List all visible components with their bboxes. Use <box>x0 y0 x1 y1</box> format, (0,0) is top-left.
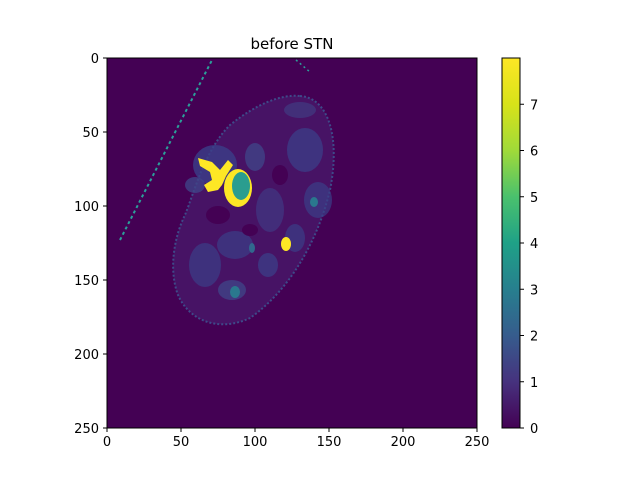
y-tick-label: 150 <box>74 274 99 289</box>
plot-title: before STN <box>251 35 334 53</box>
cavity-1 <box>206 206 230 224</box>
edge-artifact-line <box>119 59 213 241</box>
organ-spot-1 <box>230 286 240 298</box>
tissue-region-3 <box>287 128 323 172</box>
y-tick-label: 200 <box>74 348 99 363</box>
colorbar-gradient <box>501 57 521 429</box>
x-tick-label: 50 <box>173 435 190 450</box>
image-frame <box>106 57 478 429</box>
colorbar-tick-label: 1 <box>530 376 538 391</box>
cavity-2 <box>242 224 258 236</box>
y-tick-label: 250 <box>74 422 99 437</box>
colorbar-tick-label: 3 <box>530 283 538 298</box>
colorbar-tick-label: 5 <box>530 191 538 206</box>
scan-image <box>107 58 477 428</box>
tissue-region-11 <box>185 177 205 193</box>
tissue-region-12 <box>284 102 316 118</box>
organ-spot-2 <box>310 197 318 207</box>
x-axis: 0 50 100 150 200 250 <box>103 428 490 450</box>
colorbar-tick-label: 2 <box>530 330 538 345</box>
x-tick-label: 100 <box>243 435 268 450</box>
bright-structure-left <box>198 158 233 192</box>
colorbar-tick-label: 6 <box>530 145 538 160</box>
x-tick-label: 150 <box>317 435 342 450</box>
y-tick-label: 100 <box>74 200 99 215</box>
x-tick-label: 200 <box>391 435 416 450</box>
tissue-region-9 <box>258 253 278 277</box>
y-tick-label: 50 <box>82 126 99 141</box>
x-tick-label: 0 <box>103 435 111 450</box>
y-axis: 0 50 100 150 200 250 <box>74 52 107 437</box>
y-tick-label: 0 <box>91 52 99 67</box>
edge-artifact-line-top-right <box>295 59 311 73</box>
x-tick-label: 250 <box>465 435 490 450</box>
tissue-region-2 <box>245 143 265 171</box>
colorbar-tick-label: 0 <box>530 422 538 437</box>
colorbar-tick-label: 4 <box>530 237 538 252</box>
tissue-region-6 <box>217 231 253 259</box>
tissue-region-4 <box>304 182 332 218</box>
bright-structure-right <box>281 237 291 251</box>
cavity-3 <box>272 165 288 185</box>
tissue-region-7 <box>189 243 221 287</box>
tissue-region-5 <box>256 188 284 232</box>
colorbar-tick-label: 7 <box>530 98 538 113</box>
colorbar: 0 1 2 3 4 5 6 7 <box>501 57 538 437</box>
bright-structure-center-inner <box>232 172 250 200</box>
organ-spot-3 <box>249 243 255 253</box>
